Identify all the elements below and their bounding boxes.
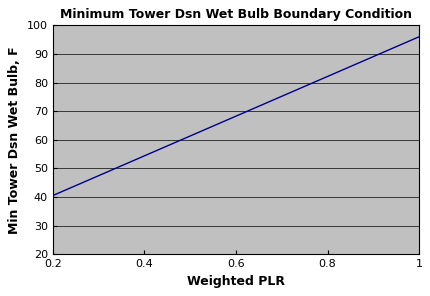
- Y-axis label: Min Tower Dsn Wet Bulb, F: Min Tower Dsn Wet Bulb, F: [8, 46, 21, 234]
- Title: Minimum Tower Dsn Wet Bulb Boundary Condition: Minimum Tower Dsn Wet Bulb Boundary Cond…: [60, 8, 411, 21]
- X-axis label: Weighted PLR: Weighted PLR: [187, 275, 284, 288]
